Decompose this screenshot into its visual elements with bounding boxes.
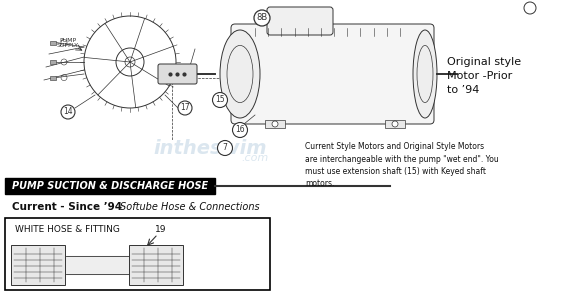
Text: 7: 7 — [223, 143, 227, 152]
Text: Current - Since ’94: Current - Since ’94 — [12, 202, 122, 212]
Text: Current Style Motors and Original Style Motors
are interchangeable with the pump: Current Style Motors and Original Style … — [305, 142, 499, 188]
Text: Original style: Original style — [447, 57, 521, 67]
FancyBboxPatch shape — [50, 76, 56, 80]
Circle shape — [178, 101, 192, 115]
Text: 17: 17 — [180, 103, 190, 112]
Ellipse shape — [220, 30, 260, 118]
FancyBboxPatch shape — [265, 120, 285, 128]
Text: 8B: 8B — [256, 14, 267, 22]
Text: intheswim: intheswim — [153, 139, 267, 158]
Text: Motor -Prior: Motor -Prior — [447, 71, 512, 81]
Text: 19: 19 — [155, 226, 166, 235]
FancyBboxPatch shape — [50, 60, 56, 64]
FancyBboxPatch shape — [11, 245, 65, 285]
Text: PUMP
SUPPLY: PUMP SUPPLY — [57, 38, 79, 48]
Circle shape — [392, 121, 398, 127]
FancyBboxPatch shape — [158, 64, 197, 84]
FancyBboxPatch shape — [129, 245, 183, 285]
FancyBboxPatch shape — [267, 7, 333, 35]
Text: 16: 16 — [235, 125, 245, 134]
Circle shape — [254, 10, 270, 26]
Circle shape — [524, 2, 536, 14]
Text: to ’94: to ’94 — [447, 85, 480, 95]
Circle shape — [61, 105, 75, 119]
Text: Softube Hose & Connections: Softube Hose & Connections — [120, 202, 260, 212]
Circle shape — [212, 92, 227, 107]
Text: 14: 14 — [63, 107, 73, 116]
Text: PUMP SUCTION & DISCHARGE HOSE: PUMP SUCTION & DISCHARGE HOSE — [12, 181, 208, 191]
Ellipse shape — [413, 30, 437, 118]
Circle shape — [218, 140, 233, 155]
FancyBboxPatch shape — [5, 178, 215, 194]
FancyBboxPatch shape — [50, 40, 56, 44]
FancyBboxPatch shape — [231, 24, 434, 124]
FancyBboxPatch shape — [385, 120, 405, 128]
Text: .com: .com — [241, 153, 269, 163]
Circle shape — [272, 121, 278, 127]
Text: WHITE HOSE & FITTING: WHITE HOSE & FITTING — [15, 226, 120, 235]
Text: 15: 15 — [215, 95, 225, 104]
Circle shape — [233, 122, 248, 137]
